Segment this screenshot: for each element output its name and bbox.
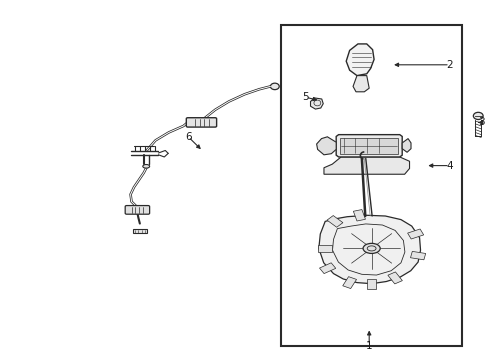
Polygon shape — [401, 139, 410, 152]
FancyBboxPatch shape — [186, 118, 216, 127]
Ellipse shape — [472, 112, 482, 120]
Bar — [133, 229, 146, 233]
Ellipse shape — [362, 243, 380, 253]
Polygon shape — [336, 135, 401, 157]
FancyBboxPatch shape — [125, 206, 149, 214]
Polygon shape — [346, 44, 373, 76]
Polygon shape — [326, 216, 342, 227]
Text: 4: 4 — [446, 161, 452, 171]
Polygon shape — [366, 279, 375, 289]
Polygon shape — [319, 263, 335, 274]
Polygon shape — [318, 215, 420, 284]
Polygon shape — [342, 276, 356, 289]
Bar — [281, 25, 461, 346]
Polygon shape — [323, 157, 409, 174]
Polygon shape — [409, 251, 425, 260]
Text: 5: 5 — [302, 92, 308, 102]
Text: 6: 6 — [184, 132, 191, 142]
Polygon shape — [316, 137, 336, 155]
Ellipse shape — [270, 83, 279, 90]
Polygon shape — [318, 245, 331, 252]
Polygon shape — [407, 229, 423, 239]
Polygon shape — [353, 210, 365, 221]
Ellipse shape — [142, 165, 149, 168]
Text: 2: 2 — [446, 60, 452, 70]
Text: 1: 1 — [365, 341, 372, 351]
Polygon shape — [352, 76, 368, 92]
Polygon shape — [387, 272, 402, 284]
Polygon shape — [310, 98, 323, 109]
Text: 3: 3 — [477, 117, 484, 127]
Bar — [340, 138, 397, 154]
